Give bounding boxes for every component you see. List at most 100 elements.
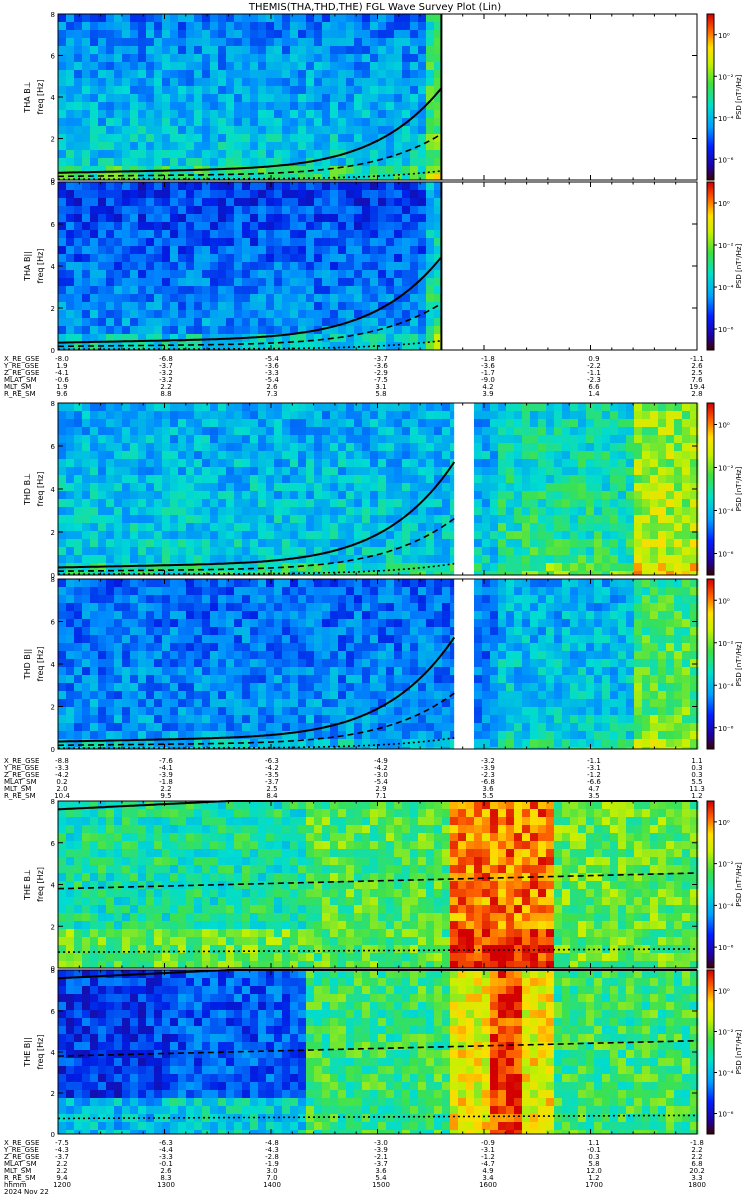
psd-cell [162,182,171,191]
psd-cell [106,126,115,135]
psd-cell [162,499,171,508]
psd-cell [274,427,283,436]
psd-cell [306,523,315,532]
psd-cell [402,262,411,271]
psd-cell [226,651,235,660]
psd-cell [274,691,283,700]
psd-cell [266,78,275,87]
psd-cell [330,182,339,191]
psd-cell [58,110,67,119]
psd-cell [82,547,91,556]
psd-cell [186,270,195,279]
psd-cell [282,238,291,247]
psd-cell [418,411,427,420]
psd-cell [154,86,163,95]
psd-cell [122,286,131,295]
psd-cell [602,459,611,468]
psd-cell [74,286,83,295]
psd-cell [434,451,443,460]
psd-cell [410,310,419,319]
psd-cell [306,342,315,351]
psd-cell [218,38,227,47]
psd-cell [274,22,283,31]
psd-cell [330,411,339,420]
psd-cell [338,707,347,716]
psd-cell [66,547,75,556]
psd-cell [570,547,579,556]
psd-cell [130,302,139,311]
psd-cell [290,134,299,143]
psd-cell [170,254,179,263]
psd-cell [418,30,427,39]
psd-cell [370,603,379,612]
psd-cell [122,254,131,263]
psd-cell [162,627,171,636]
psd-cell [98,14,107,23]
psd-cell [154,723,163,732]
psd-cell [338,270,347,279]
psd-cell [178,102,187,111]
psd-cell [130,723,139,732]
psd-cell [650,491,659,500]
psd-cell [218,507,227,516]
psd-cell [514,443,523,452]
psd-cell [274,126,283,135]
psd-cell [394,302,403,311]
psd-cell [66,507,75,516]
psd-cell [226,731,235,740]
psd-cell [298,547,307,556]
psd-cell [234,675,243,684]
psd-cell [122,523,131,532]
psd-cell [378,30,387,39]
psd-cell [82,619,91,628]
psd-cell [234,118,243,127]
psd-cell [162,86,171,95]
psd-cell [154,70,163,79]
psd-cell [410,54,419,63]
psd-cell [170,611,179,620]
psd-cell [82,46,91,55]
psd-cell [242,595,251,604]
psd-cell [338,310,347,319]
psd-cell [282,78,291,87]
psd-cell [298,411,307,420]
psd-cell [378,214,387,223]
psd-cell [138,651,147,660]
psd-cell [362,182,371,191]
psd-cell [370,595,379,604]
psd-cell [434,294,443,303]
psd-cell [370,150,379,159]
psd-cell [386,14,395,23]
psd-cell [386,342,395,351]
psd-cell [682,563,691,572]
psd-cell [114,739,123,748]
psd-cell [418,326,427,335]
psd-cell [106,667,115,676]
psd-cell [314,411,323,420]
psd-cell [322,691,331,700]
psd-cell [346,531,355,540]
psd-cell [346,427,355,436]
psd-cell [314,118,323,127]
psd-cell [538,443,547,452]
psd-cell [306,182,315,191]
psd-cell [402,595,411,604]
psd-cell [610,403,619,412]
psd-cell [386,222,395,231]
psd-cell [474,539,483,548]
psd-cell [186,683,195,692]
psd-cell [186,214,195,223]
psd-cell [250,110,259,119]
psd-cell [290,747,299,750]
psd-cell [346,118,355,127]
psd-cell [386,62,395,71]
psd-cell [234,150,243,159]
psd-cell [242,659,251,668]
psd-cell [410,443,419,452]
psd-cell [298,715,307,724]
psd-cell [146,475,155,484]
psd-cell [474,427,483,436]
psd-cell [330,22,339,31]
psd-cell [290,595,299,604]
